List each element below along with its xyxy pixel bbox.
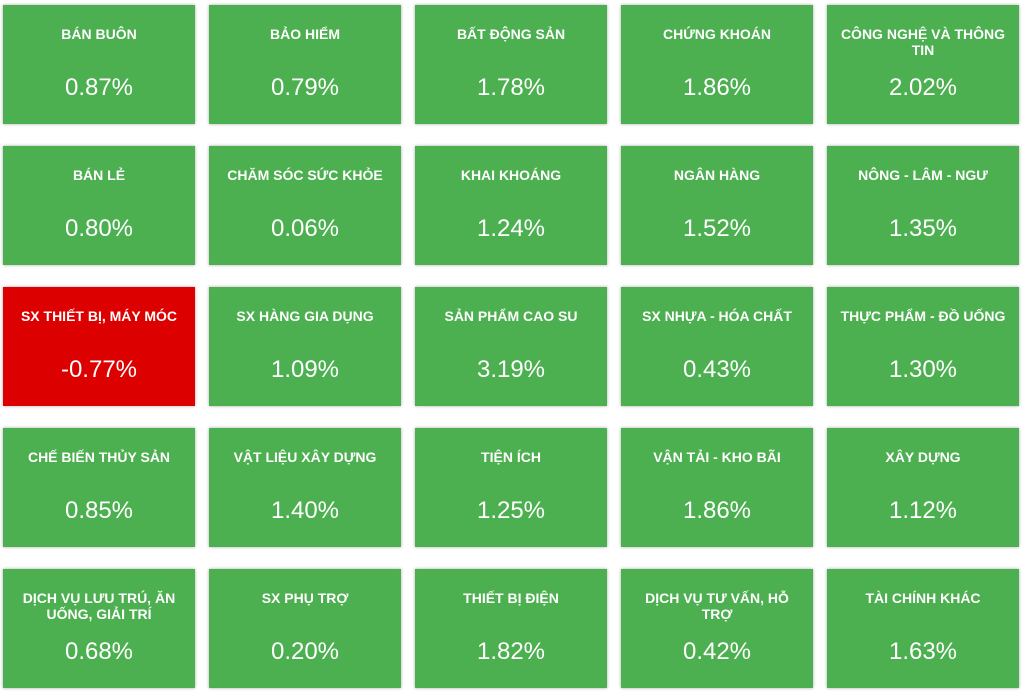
sector-tile: CHĂM SÓC SỨC KHỎE 0.06% xyxy=(209,146,401,265)
sector-tile: SX PHỤ TRỢ 0.20% xyxy=(209,569,401,688)
sector-name: BÁN LẺ xyxy=(72,167,126,183)
sector-change: 1.52% xyxy=(682,215,752,242)
sector-change: 1.40% xyxy=(270,497,340,524)
sector-change: 0.68% xyxy=(64,638,134,665)
sector-name: CHỨNG KHOÁN xyxy=(662,26,772,42)
sector-name: TÀI CHÍNH KHÁC xyxy=(865,590,981,606)
sector-tile: XÂY DỰNG 1.12% xyxy=(827,428,1019,547)
sector-name: NÔNG - LÂM - NGƯ xyxy=(858,167,988,183)
sector-tile: CHẾ BIẾN THỦY SẢN 0.85% xyxy=(3,428,195,547)
sector-tile: VẬT LIỆU XÂY DỰNG 1.40% xyxy=(209,428,401,547)
sector-name: SX HÀNG GIA DỤNG xyxy=(236,308,374,324)
sector-tile: BẤT ĐỘNG SẢN 1.78% xyxy=(415,5,607,124)
sector-tile: CHỨNG KHOÁN 1.86% xyxy=(621,5,813,124)
sector-change: 0.79% xyxy=(270,74,340,101)
sector-change: 1.30% xyxy=(888,356,958,383)
sector-name: CÔNG NGHỆ VÀ THÔNG TIN xyxy=(840,26,1006,58)
sector-change: 1.24% xyxy=(476,215,546,242)
sector-tile: SX NHỰA - HÓA CHẤT 0.43% xyxy=(621,287,813,406)
sector-name: XÂY DỰNG xyxy=(885,449,961,465)
sector-tile: THIẾT BỊ ĐIỆN 1.82% xyxy=(415,569,607,688)
sector-change: 0.20% xyxy=(270,638,340,665)
sector-name: SX PHỤ TRỢ xyxy=(261,590,349,606)
sector-tile: VẬN TẢI - KHO BÃI 1.86% xyxy=(621,428,813,547)
sector-name: BẤT ĐỘNG SẢN xyxy=(456,26,566,42)
sector-change: 1.78% xyxy=(476,74,546,101)
sector-change: 0.80% xyxy=(64,215,134,242)
sector-change: -0.77% xyxy=(60,356,138,383)
sector-name: BÁN BUÔN xyxy=(61,26,137,42)
sector-tile: SX HÀNG GIA DỤNG 1.09% xyxy=(209,287,401,406)
sector-name: VẬN TẢI - KHO BÃI xyxy=(653,449,781,465)
sector-name: SẢN PHẨM CAO SU xyxy=(444,308,578,324)
sector-name: TIỆN ÍCH xyxy=(481,449,541,465)
sector-tile: TIỆN ÍCH 1.25% xyxy=(415,428,607,547)
sector-tile: KHAI KHOÁNG 1.24% xyxy=(415,146,607,265)
sector-name: VẬT LIỆU XÂY DỰNG xyxy=(233,449,377,465)
sector-change: 1.86% xyxy=(682,74,752,101)
sector-change: 1.25% xyxy=(476,497,546,524)
sector-change: 3.19% xyxy=(476,356,546,383)
sector-tile: DỊCH VỤ LƯU TRÚ, ĂN UỐNG, GIẢI TRÍ 0.68% xyxy=(3,569,195,688)
sector-tile: NGÂN HÀNG 1.52% xyxy=(621,146,813,265)
sector-tile: SX THIẾT BỊ, MÁY MÓC -0.77% xyxy=(3,287,195,406)
sector-tile: BẢO HIỂM 0.79% xyxy=(209,5,401,124)
sector-change: 1.35% xyxy=(888,215,958,242)
sector-name: DỊCH VỤ TƯ VẤN, HỖ TRỢ xyxy=(645,590,789,622)
sector-name: BẢO HIỂM xyxy=(270,26,340,42)
sector-tile: SẢN PHẨM CAO SU 3.19% xyxy=(415,287,607,406)
sector-name: CHẾ BIẾN THỦY SẢN xyxy=(27,449,171,465)
sector-name: THỰC PHẨM - ĐỒ UỐNG xyxy=(840,308,1006,324)
sector-tile: DỊCH VỤ TƯ VẤN, HỖ TRỢ 0.42% xyxy=(621,569,813,688)
sector-name: DỊCH VỤ LƯU TRÚ, ĂN UỐNG, GIẢI TRÍ xyxy=(22,590,176,622)
sector-name: KHAI KHOÁNG xyxy=(460,167,562,183)
sector-change: 2.02% xyxy=(888,74,958,101)
sector-change: 1.09% xyxy=(270,356,340,383)
sector-change: 0.43% xyxy=(682,356,752,383)
sector-tile: BÁN BUÔN 0.87% xyxy=(3,5,195,124)
sector-change: 1.82% xyxy=(476,638,546,665)
sector-change: 0.85% xyxy=(64,497,134,524)
sector-tile: CÔNG NGHỆ VÀ THÔNG TIN 2.02% xyxy=(827,5,1019,124)
sector-name: NGÂN HÀNG xyxy=(673,167,761,183)
sector-change: 1.86% xyxy=(682,497,752,524)
sector-tile: BÁN LẺ 0.80% xyxy=(3,146,195,265)
sector-change: 0.87% xyxy=(64,74,134,101)
sector-change: 1.63% xyxy=(888,638,958,665)
sector-tile: TÀI CHÍNH KHÁC 1.63% xyxy=(827,569,1019,688)
sector-name: SX NHỰA - HÓA CHẤT xyxy=(642,308,792,324)
sector-name: THIẾT BỊ ĐIỆN xyxy=(463,590,559,606)
sector-change: 1.12% xyxy=(888,497,958,524)
sector-name: CHĂM SÓC SỨC KHỎE xyxy=(227,167,383,183)
sector-tile: NÔNG - LÂM - NGƯ 1.35% xyxy=(827,146,1019,265)
sector-name: SX THIẾT BỊ, MÁY MÓC xyxy=(20,308,178,324)
sector-change: 0.06% xyxy=(270,215,340,242)
sector-change: 0.42% xyxy=(682,638,752,665)
sector-tile: THỰC PHẨM - ĐỒ UỐNG 1.30% xyxy=(827,287,1019,406)
